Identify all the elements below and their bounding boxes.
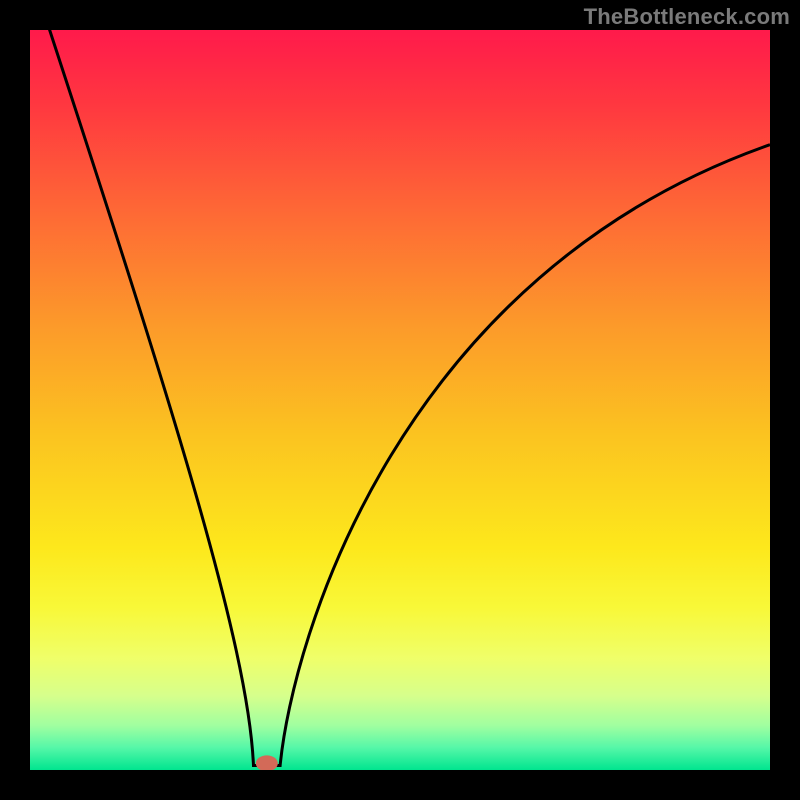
bottleneck-plot <box>0 0 800 800</box>
plot-background <box>30 30 770 770</box>
optimal-marker <box>256 755 278 771</box>
chart-container: TheBottleneck.com <box>0 0 800 800</box>
watermark-text: TheBottleneck.com <box>584 4 790 30</box>
